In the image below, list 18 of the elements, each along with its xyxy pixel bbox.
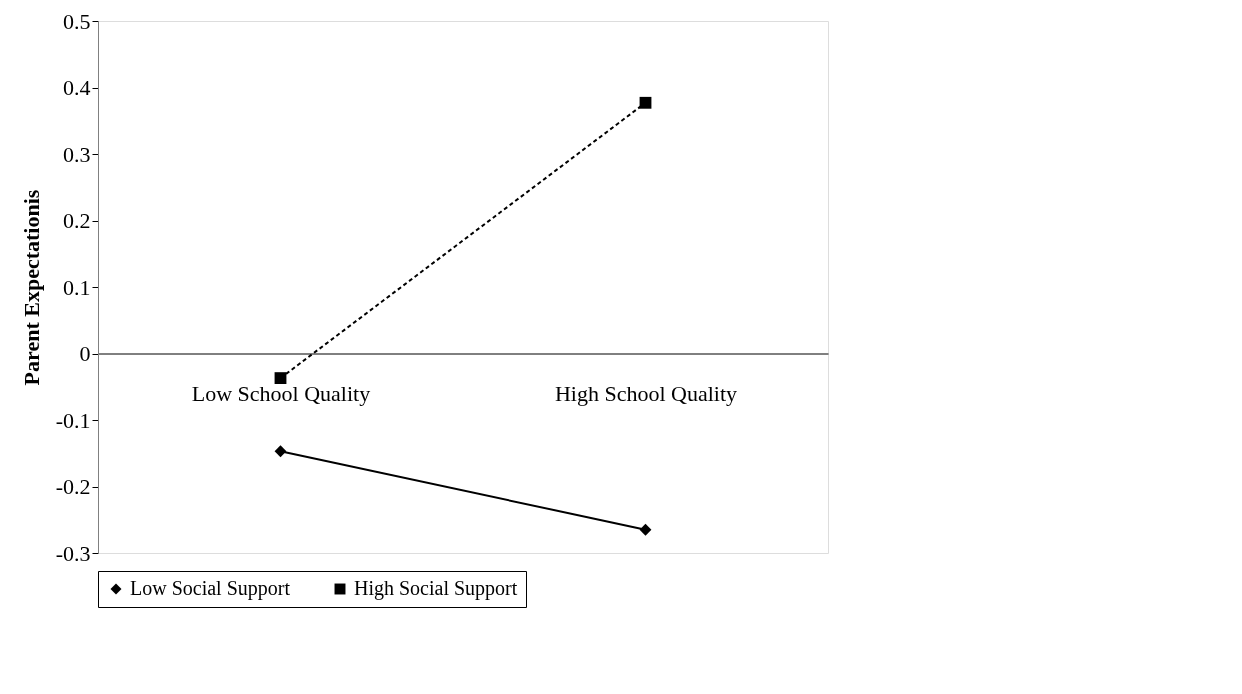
y-tick-label: -0.3 <box>55 540 91 566</box>
point <box>639 523 652 536</box>
y-tick-label: -0.2 <box>55 474 91 499</box>
point <box>274 372 287 385</box>
point <box>274 445 287 458</box>
y-tick-label: 0.4 <box>63 75 91 100</box>
y-tick-label: 0.3 <box>63 141 91 167</box>
y-axis-title: Parent Expectationis <box>18 189 44 386</box>
y-tick-label: 0.5 <box>63 8 91 34</box>
x-tick-label: High School Quality <box>554 381 738 406</box>
y-tick-label: 0 <box>79 341 91 366</box>
y-tick-label: 0.1 <box>63 274 91 300</box>
point <box>639 96 652 109</box>
legend-label: Low Social Support <box>130 577 291 600</box>
y-tick-label: -0.1 <box>55 407 91 433</box>
x-tick-label: Low School Quality <box>191 381 371 406</box>
legend-label: High Social Support <box>354 577 518 600</box>
y-tick-label: 0.2 <box>63 208 91 233</box>
